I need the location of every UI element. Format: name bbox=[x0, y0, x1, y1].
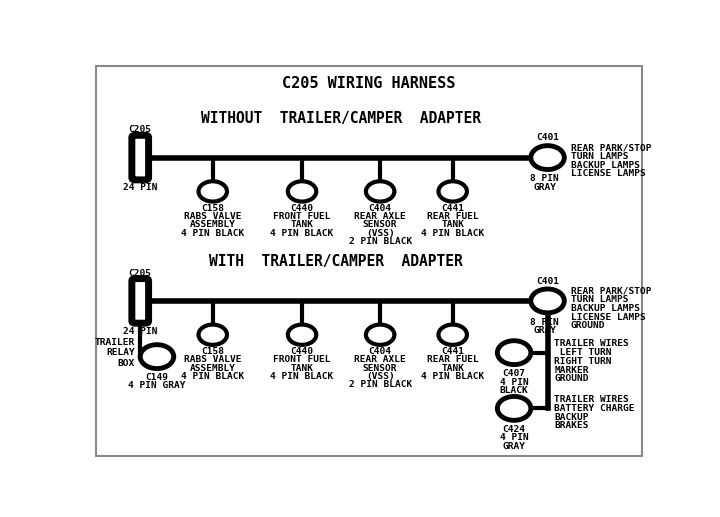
Text: MARKER: MARKER bbox=[554, 366, 589, 375]
Text: BRAKES: BRAKES bbox=[554, 421, 589, 430]
Text: TANK: TANK bbox=[291, 363, 313, 373]
Text: C404: C404 bbox=[369, 204, 392, 212]
Text: REAR FUEL: REAR FUEL bbox=[427, 355, 479, 364]
Text: C441: C441 bbox=[441, 204, 464, 212]
Circle shape bbox=[498, 397, 531, 420]
Circle shape bbox=[199, 181, 227, 202]
Text: REAR AXLE: REAR AXLE bbox=[354, 212, 406, 221]
Text: LEFT TURN: LEFT TURN bbox=[554, 348, 612, 357]
Text: C158: C158 bbox=[202, 347, 224, 356]
Text: BACKUP: BACKUP bbox=[554, 413, 589, 422]
Text: C407: C407 bbox=[503, 369, 526, 378]
Text: GRAY: GRAY bbox=[534, 326, 557, 336]
Text: TRAILER WIRES: TRAILER WIRES bbox=[554, 395, 629, 404]
Text: TANK: TANK bbox=[441, 363, 464, 373]
Text: SENSOR: SENSOR bbox=[363, 220, 397, 229]
Circle shape bbox=[288, 181, 316, 202]
Text: REAR AXLE: REAR AXLE bbox=[354, 355, 406, 364]
Text: ASSEMBLY: ASSEMBLY bbox=[190, 220, 235, 229]
FancyBboxPatch shape bbox=[132, 279, 148, 323]
Circle shape bbox=[366, 325, 395, 345]
Text: C440: C440 bbox=[291, 204, 313, 212]
Text: (VSS): (VSS) bbox=[366, 229, 395, 238]
Text: BACKUP LAMPS: BACKUP LAMPS bbox=[571, 304, 640, 313]
Text: 4 PIN BLACK: 4 PIN BLACK bbox=[271, 229, 333, 238]
Text: 24 PIN: 24 PIN bbox=[123, 184, 158, 192]
Text: C205: C205 bbox=[129, 269, 152, 278]
Text: 4 PIN: 4 PIN bbox=[500, 378, 528, 387]
Text: RABS VALVE: RABS VALVE bbox=[184, 355, 241, 364]
Text: C205: C205 bbox=[129, 126, 152, 134]
Text: 2 PIN BLACK: 2 PIN BLACK bbox=[348, 381, 412, 389]
Text: TANK: TANK bbox=[441, 220, 464, 229]
Text: (VSS): (VSS) bbox=[366, 372, 395, 381]
Text: TRAILER WIRES: TRAILER WIRES bbox=[554, 339, 629, 348]
Text: C404: C404 bbox=[369, 347, 392, 356]
Circle shape bbox=[366, 181, 395, 202]
Text: SENSOR: SENSOR bbox=[363, 363, 397, 373]
Text: 4 PIN BLACK: 4 PIN BLACK bbox=[421, 372, 485, 381]
Text: GRAY: GRAY bbox=[503, 442, 526, 451]
Text: WITH  TRAILER/CAMPER  ADAPTER: WITH TRAILER/CAMPER ADAPTER bbox=[209, 254, 462, 269]
Text: C149: C149 bbox=[145, 373, 168, 382]
Text: TURN LAMPS: TURN LAMPS bbox=[571, 295, 629, 304]
Text: 4 PIN: 4 PIN bbox=[500, 433, 528, 443]
Text: C401: C401 bbox=[536, 277, 559, 286]
Text: 4 PIN BLACK: 4 PIN BLACK bbox=[271, 372, 333, 381]
Text: TRAILER
RELAY
BOX: TRAILER RELAY BOX bbox=[94, 338, 135, 368]
Text: 2 PIN BLACK: 2 PIN BLACK bbox=[348, 237, 412, 246]
Text: C401: C401 bbox=[536, 133, 559, 143]
Text: FRONT FUEL: FRONT FUEL bbox=[274, 212, 330, 221]
Text: C424: C424 bbox=[503, 425, 526, 434]
Text: TANK: TANK bbox=[291, 220, 313, 229]
Text: BATTERY CHARGE: BATTERY CHARGE bbox=[554, 404, 635, 413]
Text: C158: C158 bbox=[202, 204, 224, 212]
Text: LICENSE LAMPS: LICENSE LAMPS bbox=[571, 170, 646, 178]
Text: 4 PIN BLACK: 4 PIN BLACK bbox=[181, 372, 244, 381]
Text: 8 PIN: 8 PIN bbox=[531, 174, 559, 184]
Circle shape bbox=[288, 325, 316, 345]
Circle shape bbox=[498, 341, 531, 364]
Text: 24 PIN: 24 PIN bbox=[123, 327, 158, 336]
Text: GROUND: GROUND bbox=[554, 374, 589, 384]
Circle shape bbox=[531, 146, 564, 170]
Text: GROUND: GROUND bbox=[571, 322, 606, 330]
Text: BLACK: BLACK bbox=[500, 386, 528, 395]
Circle shape bbox=[531, 289, 564, 313]
Text: BACKUP LAMPS: BACKUP LAMPS bbox=[571, 161, 640, 170]
Text: GRAY: GRAY bbox=[534, 183, 557, 192]
Text: 4 PIN BLACK: 4 PIN BLACK bbox=[181, 229, 244, 238]
Text: REAR PARK/STOP: REAR PARK/STOP bbox=[571, 286, 652, 295]
Text: 4 PIN BLACK: 4 PIN BLACK bbox=[421, 229, 485, 238]
Text: REAR FUEL: REAR FUEL bbox=[427, 212, 479, 221]
Circle shape bbox=[140, 345, 174, 369]
Text: C205 WIRING HARNESS: C205 WIRING HARNESS bbox=[282, 76, 456, 91]
Circle shape bbox=[438, 325, 467, 345]
Text: WITHOUT  TRAILER/CAMPER  ADAPTER: WITHOUT TRAILER/CAMPER ADAPTER bbox=[201, 111, 481, 126]
Text: ASSEMBLY: ASSEMBLY bbox=[190, 363, 235, 373]
Text: C440: C440 bbox=[291, 347, 313, 356]
Text: RIGHT TURN: RIGHT TURN bbox=[554, 357, 612, 366]
Text: FRONT FUEL: FRONT FUEL bbox=[274, 355, 330, 364]
Text: TURN LAMPS: TURN LAMPS bbox=[571, 152, 629, 161]
Text: RABS VALVE: RABS VALVE bbox=[184, 212, 241, 221]
Circle shape bbox=[438, 181, 467, 202]
Text: 4 PIN GRAY: 4 PIN GRAY bbox=[128, 382, 186, 390]
Text: 8 PIN: 8 PIN bbox=[531, 317, 559, 327]
Circle shape bbox=[199, 325, 227, 345]
Text: LICENSE LAMPS: LICENSE LAMPS bbox=[571, 313, 646, 322]
Text: C441: C441 bbox=[441, 347, 464, 356]
FancyBboxPatch shape bbox=[132, 135, 148, 180]
Text: REAR PARK/STOP: REAR PARK/STOP bbox=[571, 143, 652, 152]
